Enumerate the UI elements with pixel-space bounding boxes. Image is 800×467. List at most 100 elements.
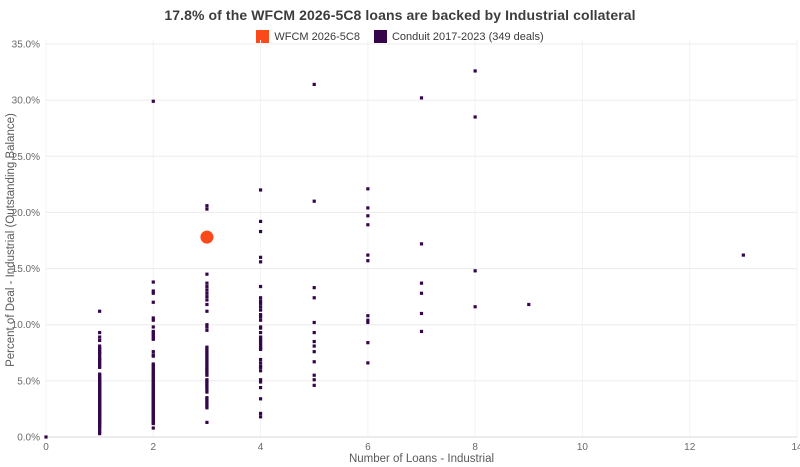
conduit-data-point [205, 309, 209, 313]
conduit-data-point [258, 301, 263, 305]
conduit-data-point [205, 291, 209, 295]
conduit-data-point [366, 318, 370, 322]
conduit-data-point [205, 363, 209, 367]
conduit-data-point [98, 352, 102, 356]
conduit-data-point [258, 229, 263, 234]
conduit-data-point [151, 334, 155, 338]
y-tick-label: 25.0% [12, 152, 40, 163]
chart-title: 17.8% of the WFCM 2026-5C8 loans are bac… [164, 7, 636, 23]
conduit-data-point [312, 339, 316, 344]
conduit-data-point [366, 206, 370, 210]
conduit-data-point [151, 316, 155, 320]
conduit-data-point [151, 291, 155, 295]
x-axis-title: Number of Loans - Industrial [348, 453, 495, 465]
conduit-data-point [419, 291, 424, 295]
x-tick-label: 14 [791, 442, 800, 453]
conduit-data-point [98, 432, 102, 436]
conduit-data-point [258, 308, 263, 312]
conduit-data-point [205, 298, 209, 302]
conduit-data-point [366, 187, 370, 191]
x-tick-label: 6 [365, 442, 371, 453]
conduit-data-point [98, 426, 102, 430]
conduit-data-point [205, 350, 209, 354]
conduit-data-point [258, 411, 263, 416]
y-tick-label: 30.0% [12, 96, 40, 107]
conduit-data-point [366, 341, 370, 345]
conduit-data-point [98, 330, 102, 335]
conduit-data-point [98, 365, 102, 369]
conduit-data-point [258, 347, 263, 352]
conduit-data-point [258, 378, 263, 382]
conduit-data-point [419, 329, 424, 334]
conduit-data-point [98, 335, 102, 339]
conduit-data-point [366, 253, 370, 257]
conduit-data-point [473, 269, 477, 273]
conduit-data-point [205, 323, 209, 327]
conduit-data-point [312, 383, 316, 387]
legend: WFCM 2026-5C8 Conduit 2017-2023 (349 deal… [0, 30, 800, 43]
conduit-data-point [98, 359, 102, 363]
legend-item-wfcm[interactable]: WFCM 2026-5C8 [256, 30, 360, 43]
conduit-data-point [312, 286, 316, 290]
conduit-data-point [312, 360, 316, 364]
conduit-data-point [258, 397, 263, 401]
conduit-data-point [151, 376, 155, 380]
legend-label: Conduit 2017-2023 (349 deals) [391, 30, 544, 43]
conduit-data-point [205, 302, 209, 307]
conduit-data-point [258, 284, 263, 289]
conduit-data-point [98, 344, 102, 348]
x-tick-label: 2 [151, 442, 157, 453]
conduit-data-point [419, 311, 424, 316]
conduit-data-point [151, 300, 155, 304]
conduit-data-point [98, 362, 102, 366]
conduit-data-point [205, 351, 209, 355]
conduit-data-point [205, 328, 209, 332]
conduit-data-point [473, 69, 477, 73]
conduit-data-point [258, 369, 263, 373]
x-tick-label: 10 [577, 442, 589, 453]
conduit-data-point [312, 344, 316, 348]
conduit-data-point [258, 380, 263, 384]
conduit-data-point [205, 386, 209, 390]
conduit-data-point [419, 96, 424, 100]
conduit-data-point [151, 350, 155, 354]
conduit-data-point [205, 207, 209, 211]
conduit-data-point [366, 259, 370, 263]
conduit-data-point [205, 398, 209, 402]
conduit-data-point [312, 373, 316, 377]
conduit-data-point [205, 404, 209, 408]
conduit-data-point [98, 354, 102, 358]
conduit-data-point [205, 406, 209, 410]
conduit-data-point [151, 369, 155, 373]
conduit-data-point [258, 339, 263, 344]
conduit-data-point [258, 305, 263, 309]
conduit-data-point [527, 302, 531, 307]
conduit-data-point [205, 400, 209, 404]
conduit-data-point [312, 320, 316, 325]
conduit-data-point [151, 330, 155, 335]
conduit-data-point [98, 338, 102, 343]
conduit-data-point [366, 223, 370, 227]
conduit-data-point [258, 343, 263, 347]
conduit-data-point [205, 369, 209, 373]
conduit-data-point [312, 199, 316, 203]
x-tick-label: 4 [258, 442, 264, 453]
conduit-data-point [312, 330, 316, 335]
conduit-data-point [473, 305, 477, 309]
conduit-data-point [205, 325, 209, 329]
conduit-data-point [205, 370, 209, 375]
conduit-data-point [205, 204, 209, 208]
legend-item-conduit[interactable]: Conduit 2017-2023 (349 deals) [373, 30, 544, 43]
conduit-data-point [151, 421, 155, 426]
conduit-data-point [98, 309, 102, 313]
y-tick-label: 20.0% [12, 208, 40, 219]
wfcm-data-point [200, 230, 214, 244]
conduit-data-point [312, 350, 316, 354]
x-tick-label: 12 [684, 442, 696, 453]
conduit-data-point [205, 356, 209, 360]
legend-swatch [373, 30, 387, 43]
conduit-data-point [205, 373, 209, 377]
y-tick-label: 0.0% [17, 433, 40, 444]
conduit-data-point [151, 318, 155, 322]
